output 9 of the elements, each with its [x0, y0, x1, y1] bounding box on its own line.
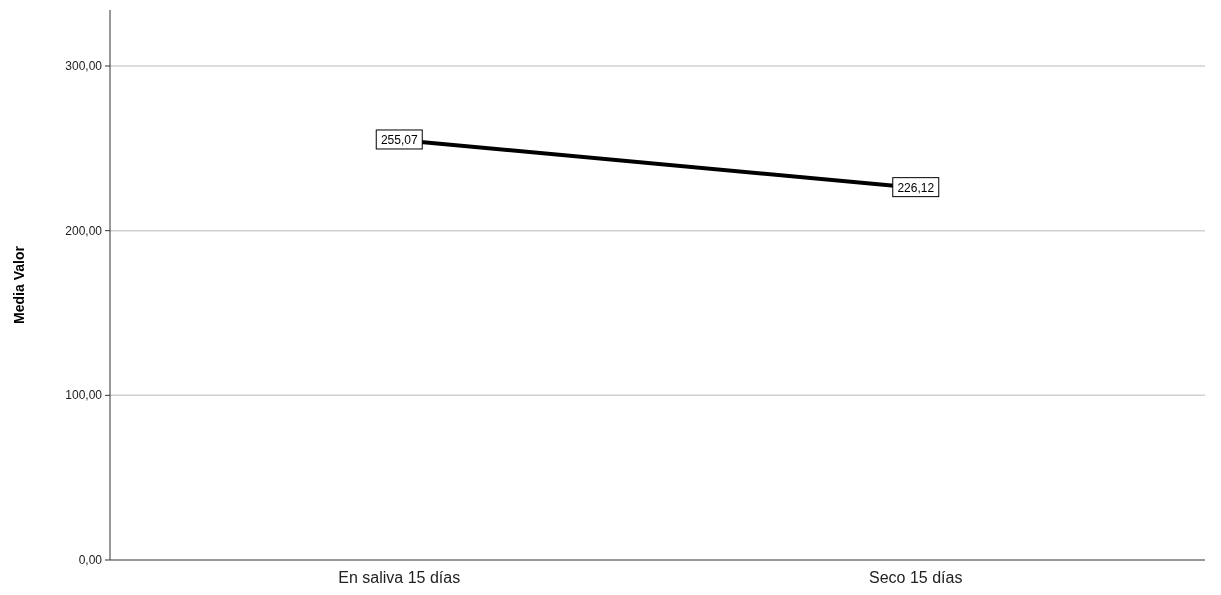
x-tick-label: Seco 15 días — [869, 569, 963, 586]
y-axis-title: Media Valor — [11, 245, 27, 324]
data-label: 255,07 — [380, 132, 418, 147]
y-tick-label: 100,00 — [65, 388, 103, 403]
data-label: 226,12 — [897, 180, 935, 195]
y-tick-label: 200,00 — [65, 223, 103, 238]
x-tick-label: En saliva 15 días — [338, 569, 461, 586]
y-tick-label: 0,00 — [78, 553, 103, 567]
y-tick-label: 300,00 — [65, 58, 103, 73]
